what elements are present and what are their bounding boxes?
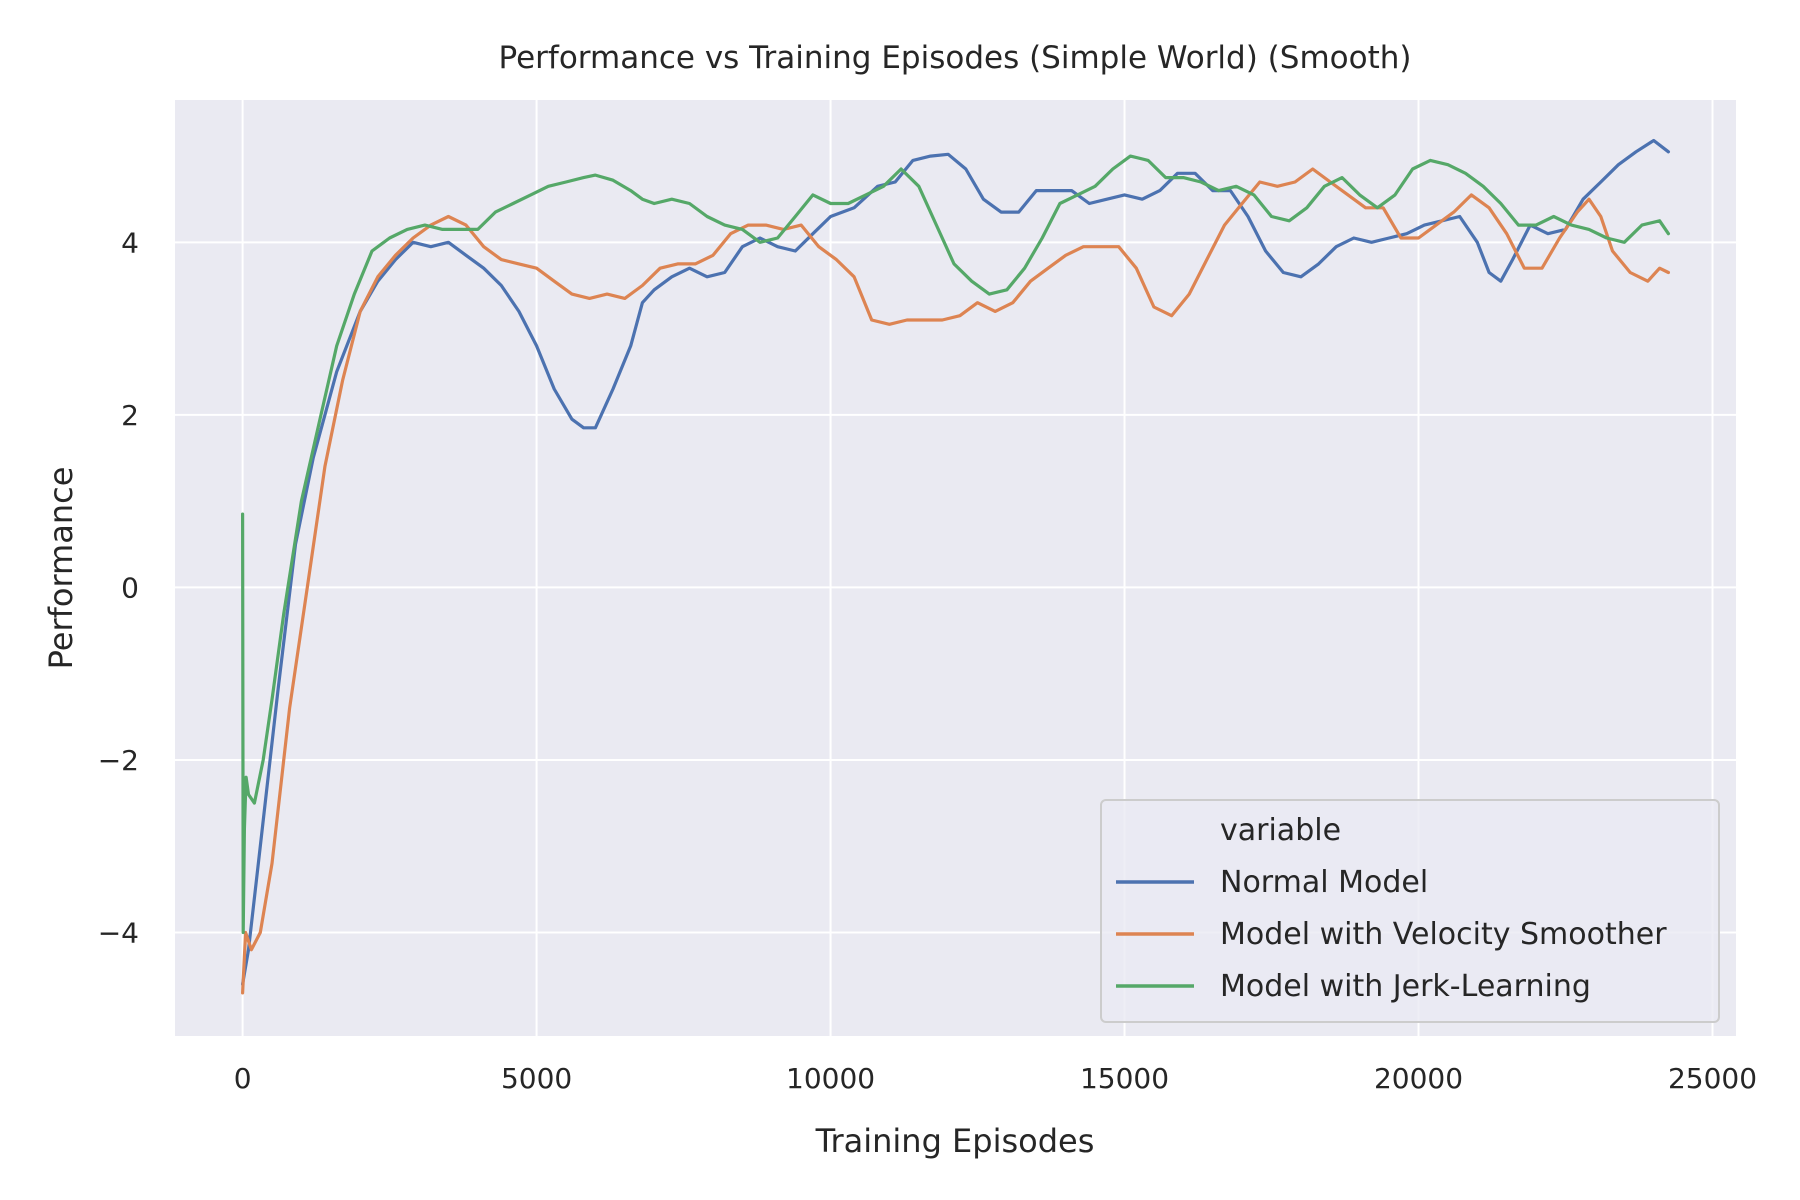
legend-items: Normal Model Model with Velocity Smoother…	[1116, 865, 1667, 1004]
legend: variable Normal Model Model with Velocity…	[1100, 799, 1720, 1023]
x-tick-label: 0	[234, 1062, 252, 1095]
x-tick-label: 10000	[786, 1062, 875, 1095]
x-tick-label: 5000	[501, 1062, 572, 1095]
y-tick-label: −4	[98, 916, 139, 949]
x-tick-label: 25000	[1668, 1062, 1757, 1095]
y-tick-label: −2	[98, 744, 139, 777]
y-tick-label: 0	[121, 571, 139, 604]
series-line	[241, 154, 1671, 935]
legend-label: Normal Model	[1220, 865, 1428, 900]
y-axis-label: Performance	[42, 467, 80, 670]
legend-box	[1100, 799, 1720, 1023]
y-tick-label: 2	[121, 399, 139, 432]
chart-title: Performance vs Training Episodes (Simple…	[499, 40, 1412, 76]
legend-label: Model with Velocity Smoother	[1220, 917, 1667, 952]
legend-label: Model with Jerk-Learning	[1220, 969, 1591, 1004]
series-lines	[241, 138, 1671, 995]
x-tick-label: 20000	[1374, 1062, 1463, 1095]
x-tick-label: 15000	[1080, 1062, 1169, 1095]
y-axis-ticks: −4 −2 0 2 4	[98, 226, 139, 949]
x-axis-label: Training Episodes	[815, 1122, 1095, 1160]
series-line	[241, 167, 1671, 995]
x-axis-ticks: 0 5000 10000 15000 20000 25000	[234, 1062, 1757, 1095]
legend-title: variable	[1220, 813, 1341, 848]
y-tick-label: 4	[121, 226, 139, 259]
